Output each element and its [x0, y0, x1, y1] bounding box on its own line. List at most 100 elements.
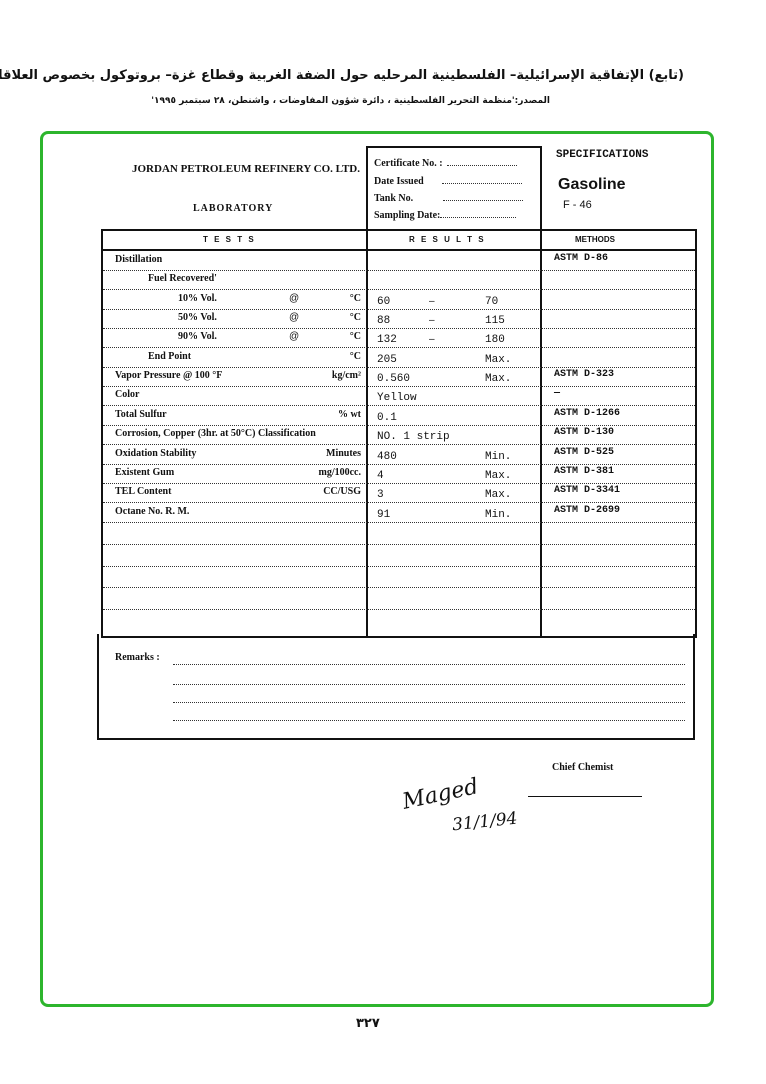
- test-method: ASTM D-323: [554, 369, 615, 380]
- column-header-methods: METHODS: [575, 235, 615, 244]
- result-limit: Max.: [485, 373, 512, 385]
- row-divider: [103, 386, 695, 387]
- test-name: End Point: [148, 351, 192, 362]
- certificate-no-field: Certificate No. :: [374, 158, 517, 169]
- result-limit: Max.: [485, 470, 512, 482]
- test-method: —: [554, 388, 561, 399]
- test-method: ASTM D-3341: [554, 485, 621, 496]
- row-divider: [103, 270, 695, 271]
- test-name: Vapor Pressure @ 100 °F: [115, 370, 223, 381]
- row-divider: [103, 609, 695, 610]
- result-value: NO. 1 strip: [377, 431, 450, 443]
- result-dash: –: [429, 296, 435, 307]
- test-unit: kg/cm²: [331, 370, 361, 381]
- test-unit: °C: [349, 351, 361, 362]
- tank-no-field: Tank No.: [374, 193, 524, 204]
- row-divider: [103, 522, 695, 523]
- row-divider: [103, 347, 695, 348]
- result-value: 0.560: [377, 373, 411, 385]
- at-symbol: @: [289, 293, 300, 304]
- result-value: 88: [377, 315, 391, 327]
- at-symbol: @: [289, 331, 300, 342]
- document-source: المصدر:'منظمة التحرير الفلسطينية ، دائرة…: [151, 96, 550, 106]
- row-divider: [103, 502, 695, 503]
- company-name: JORDAN PETROLEUM REFINERY CO. LTD.: [132, 163, 360, 175]
- sampling-date-field: Sampling Date:: [374, 210, 517, 221]
- result-value: 60: [377, 296, 391, 308]
- row-divider: [103, 425, 695, 426]
- test-name: 90% Vol.: [178, 331, 217, 342]
- test-method: ASTM D-130: [554, 427, 615, 438]
- at-symbol: @: [289, 312, 300, 323]
- test-method: ASTM D-2699: [554, 505, 621, 516]
- test-unit: CC/USG: [323, 486, 361, 497]
- row-divider: [103, 309, 695, 310]
- test-method: ASTM D-525: [554, 447, 615, 458]
- row-divider: [103, 444, 695, 445]
- result-limit: Max.: [485, 354, 512, 366]
- result-value: 132: [377, 334, 397, 346]
- row-divider: [103, 328, 695, 329]
- column-header-results: R E S U L T S: [409, 235, 486, 244]
- department-label: LABORATORY: [193, 203, 274, 214]
- chief-chemist-label: Chief Chemist: [552, 762, 614, 773]
- test-name: 50% Vol.: [178, 312, 217, 323]
- row-divider: [103, 587, 695, 588]
- test-unit: °C: [349, 293, 361, 304]
- row-divider: [103, 566, 695, 567]
- test-unit: Minutes: [326, 448, 361, 459]
- row-divider: [103, 483, 695, 484]
- page-number: ٣٢٧: [356, 1016, 380, 1031]
- test-unit: % wt: [337, 409, 361, 420]
- test-name: Existent Gum: [115, 467, 175, 478]
- test-unit: °C: [349, 331, 361, 342]
- result-limit: 180: [485, 334, 505, 346]
- row-divider: [103, 464, 695, 465]
- test-name: TEL Content: [115, 486, 172, 497]
- test-name: 10% Vol.: [178, 293, 217, 304]
- test-method: ASTM D-1266: [554, 408, 621, 419]
- test-name: Oxidation Stability: [115, 448, 197, 459]
- remarks-box: Remarks :: [97, 634, 695, 740]
- chief-chemist-signature-line: [528, 796, 642, 797]
- product-name: Gasoline: [558, 176, 626, 193]
- row-divider: [103, 367, 695, 368]
- result-value: 4: [377, 470, 384, 482]
- row-divider: [103, 289, 695, 290]
- result-limit: Min.: [485, 509, 512, 521]
- result-limit: Max.: [485, 489, 512, 501]
- test-name: Octane No. R. M.: [115, 506, 190, 517]
- result-limit: Min.: [485, 451, 512, 463]
- test-name: Total Sulfur: [115, 409, 167, 420]
- test-method: ASTM D-381: [554, 466, 615, 477]
- highlight-frame: [40, 131, 714, 1007]
- column-header-tests: T E S T S: [203, 235, 256, 244]
- test-name: Distillation: [115, 254, 163, 265]
- result-dash: –: [429, 315, 435, 326]
- specifications-label: SPECIFICATIONS: [556, 149, 649, 161]
- result-value: Yellow: [377, 392, 417, 404]
- test-results-table: T E S T S R E S U L T S METHODS Distilla…: [101, 229, 697, 638]
- row-divider: [103, 544, 695, 545]
- result-value: 3: [377, 489, 384, 501]
- result-value: 480: [377, 451, 397, 463]
- test-name: Color: [115, 389, 140, 400]
- result-value: 91: [377, 509, 391, 521]
- result-value: 0.1: [377, 412, 397, 424]
- result-dash: –: [429, 334, 435, 345]
- result-value: 205: [377, 354, 397, 366]
- date-issued-field: Date Issued: [374, 176, 522, 187]
- product-code: F - 46: [563, 199, 592, 211]
- test-name: Corrosion, Copper (3hr. at 50°C) Classif…: [115, 428, 316, 439]
- result-limit: 115: [485, 315, 505, 327]
- test-unit: mg/100cc.: [318, 467, 362, 478]
- document-title: (تابع) الإتفاقية الإسرائيلية– الفلسطينية…: [0, 68, 684, 83]
- test-name: Fuel Recovered': [148, 273, 217, 284]
- test-method: ASTM D-86: [554, 253, 609, 264]
- certificate-box: Certificate No. : Date Issued Tank No. S…: [366, 146, 542, 231]
- test-unit: °C: [349, 312, 361, 323]
- remarks-label: Remarks :: [115, 652, 160, 663]
- row-divider: [103, 405, 695, 406]
- result-limit: 70: [485, 296, 499, 308]
